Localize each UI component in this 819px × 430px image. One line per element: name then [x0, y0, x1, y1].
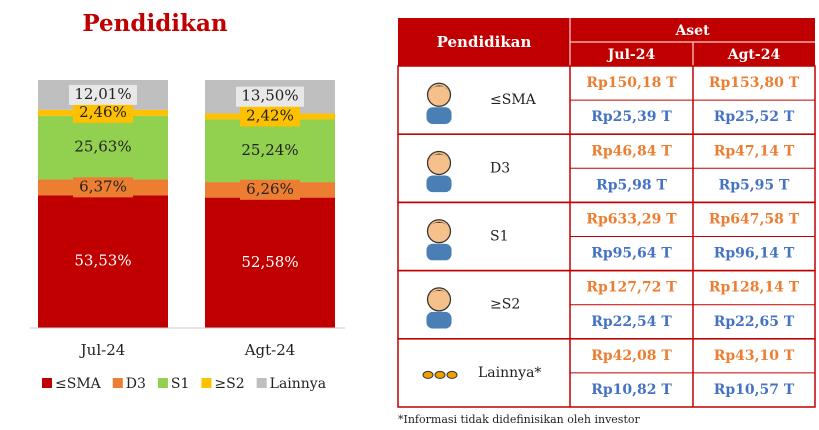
x-tick-label: Agt-24: [244, 341, 296, 359]
cell-value: Rp128,14 T: [709, 280, 800, 296]
cell-value: Rp10,82 T: [591, 382, 672, 398]
legend-swatch: [257, 378, 267, 388]
value-label: 25,63%: [74, 138, 131, 156]
value-label: 6,37%: [79, 177, 127, 195]
legend-swatch: [158, 378, 168, 388]
legend-label: S1: [171, 376, 190, 392]
cell-value: Rp633,29 T: [586, 211, 677, 227]
cell-value: Rp43,10 T: [714, 348, 795, 364]
icon: [426, 288, 451, 329]
row-label: ≥S2: [490, 297, 520, 313]
value-label: 12,01%: [74, 85, 131, 103]
cell-value: Rp153,80 T: [709, 75, 800, 91]
row-label: S1: [490, 229, 509, 245]
header-cell: Aset: [674, 23, 710, 39]
value-label: 53,53%: [74, 252, 131, 270]
value-label: 2,42%: [246, 106, 294, 124]
page: Pendidikan *Informasi tidak didefinisika…: [0, 0, 819, 430]
icon: [426, 83, 451, 124]
legend-label: Lainnya: [270, 376, 326, 392]
cell-value: Rp22,65 T: [714, 314, 795, 330]
x-tick-label: Jul-24: [79, 341, 126, 359]
legend-swatch: [201, 378, 211, 388]
value-label: 52,58%: [241, 253, 298, 271]
legend-label: ≥S2: [214, 376, 244, 392]
cell-value: Rp47,14 T: [714, 143, 795, 159]
footnote: *Informasi tidak didefinisikan oleh inve…: [398, 413, 640, 426]
chart-title: Pendidikan: [82, 10, 228, 37]
header-cell: Pendidikan: [437, 33, 532, 51]
value-label: 13,50%: [241, 87, 298, 105]
cell-value: Rp150,18 T: [586, 75, 677, 91]
cell-value: Rp647,58 T: [709, 211, 800, 227]
row-label: D3: [490, 160, 510, 176]
cell-value: Rp42,08 T: [591, 348, 672, 364]
cell-value: Rp96,14 T: [714, 246, 795, 262]
cell-value: Rp22,54 T: [591, 314, 672, 330]
cell-value: Rp10,57 T: [714, 382, 795, 398]
row-label: ≤SMA: [490, 92, 537, 108]
icon: [426, 152, 451, 193]
value-label: 6,26%: [246, 180, 294, 198]
legend-swatch: [113, 378, 123, 388]
icon: [426, 220, 451, 261]
cell-value: Rp5,95 T: [719, 177, 790, 193]
cell-value: Rp127,72 T: [586, 280, 677, 296]
legend-label: D3: [126, 376, 146, 392]
legend-label: ≤SMA: [55, 376, 102, 392]
cell-value: Rp25,39 T: [591, 109, 672, 125]
row-label: Lainnya*: [478, 365, 541, 381]
icon-dot: [423, 371, 433, 378]
cell-value: Rp25,52 T: [714, 109, 795, 125]
legend-swatch: [42, 378, 52, 388]
cell-value: Rp5,98 T: [596, 177, 667, 193]
header-cell: Agt-24: [727, 47, 781, 63]
value-label: 2,46%: [79, 103, 127, 121]
cell-value: Rp95,64 T: [591, 246, 672, 262]
header-cell: Jul-24: [606, 47, 656, 63]
value-label: 25,24%: [241, 141, 298, 159]
cell-value: Rp46,84 T: [591, 143, 672, 159]
icon-dot: [435, 371, 445, 378]
icon-dot: [447, 371, 457, 378]
